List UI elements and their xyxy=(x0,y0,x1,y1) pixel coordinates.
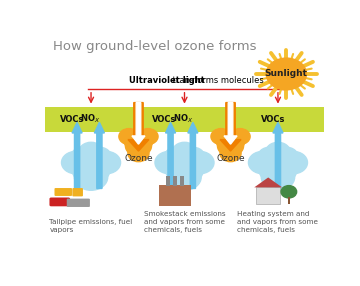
Circle shape xyxy=(281,186,297,198)
Circle shape xyxy=(128,145,149,162)
Circle shape xyxy=(79,142,103,162)
FancyBboxPatch shape xyxy=(49,198,70,206)
FancyBboxPatch shape xyxy=(54,188,72,196)
FancyArrow shape xyxy=(132,103,145,144)
FancyArrow shape xyxy=(94,122,104,188)
Text: transforms molecules: transforms molecules xyxy=(170,76,264,86)
Text: VOCs: VOCs xyxy=(59,115,84,124)
Circle shape xyxy=(216,129,245,152)
FancyArrow shape xyxy=(72,122,82,188)
Circle shape xyxy=(186,151,214,174)
Circle shape xyxy=(138,129,158,144)
Circle shape xyxy=(124,129,153,152)
FancyArrow shape xyxy=(188,122,198,188)
Circle shape xyxy=(259,154,297,184)
Circle shape xyxy=(274,147,298,166)
Circle shape xyxy=(230,129,250,144)
Circle shape xyxy=(71,147,95,166)
Text: Smokestack emissions
and vapors from some
chemicals, fuels: Smokestack emissions and vapors from som… xyxy=(144,210,225,233)
Text: How ground-level ozone forms: How ground-level ozone forms xyxy=(53,40,257,53)
FancyArrow shape xyxy=(273,122,283,188)
FancyBboxPatch shape xyxy=(180,176,184,186)
Circle shape xyxy=(172,142,197,162)
FancyBboxPatch shape xyxy=(174,176,177,186)
Text: NO$_X$: NO$_X$ xyxy=(173,113,193,125)
Circle shape xyxy=(248,151,277,174)
Circle shape xyxy=(261,164,294,190)
FancyArrow shape xyxy=(220,103,241,151)
Circle shape xyxy=(220,145,241,162)
Text: Tailpipe emissions, fuel
vapors: Tailpipe emissions, fuel vapors xyxy=(49,219,132,233)
FancyArrow shape xyxy=(166,122,176,188)
Circle shape xyxy=(72,154,110,184)
Circle shape xyxy=(211,129,231,144)
Circle shape xyxy=(279,151,307,174)
Circle shape xyxy=(258,147,282,166)
Circle shape xyxy=(62,151,90,174)
FancyBboxPatch shape xyxy=(166,176,170,186)
Circle shape xyxy=(119,129,139,144)
Text: Ozone: Ozone xyxy=(124,154,153,163)
Circle shape xyxy=(168,164,201,190)
FancyBboxPatch shape xyxy=(159,185,192,206)
FancyBboxPatch shape xyxy=(72,188,83,196)
Circle shape xyxy=(217,136,244,156)
Text: VOCs: VOCs xyxy=(152,115,177,124)
FancyBboxPatch shape xyxy=(256,187,280,204)
Text: NO$_X$: NO$_X$ xyxy=(80,113,101,125)
FancyBboxPatch shape xyxy=(67,198,90,207)
Text: VOCs: VOCs xyxy=(261,115,285,124)
FancyArrow shape xyxy=(224,103,237,144)
Text: Heating system and
and vapors from some
chemicals, fuels: Heating system and and vapors from some … xyxy=(238,210,319,233)
Circle shape xyxy=(75,164,108,190)
Circle shape xyxy=(266,142,290,162)
Circle shape xyxy=(125,136,152,156)
Circle shape xyxy=(164,147,189,166)
Text: Sunlight: Sunlight xyxy=(265,69,308,78)
Text: Ozone: Ozone xyxy=(216,154,245,163)
Circle shape xyxy=(92,151,121,174)
FancyBboxPatch shape xyxy=(288,197,290,204)
Circle shape xyxy=(165,154,204,184)
Text: Ultraviolet light: Ultraviolet light xyxy=(129,76,204,86)
FancyArrow shape xyxy=(128,103,149,151)
Circle shape xyxy=(155,151,183,174)
Circle shape xyxy=(180,147,205,166)
Circle shape xyxy=(266,58,306,90)
FancyBboxPatch shape xyxy=(45,107,324,132)
Polygon shape xyxy=(254,177,282,187)
Circle shape xyxy=(87,147,111,166)
